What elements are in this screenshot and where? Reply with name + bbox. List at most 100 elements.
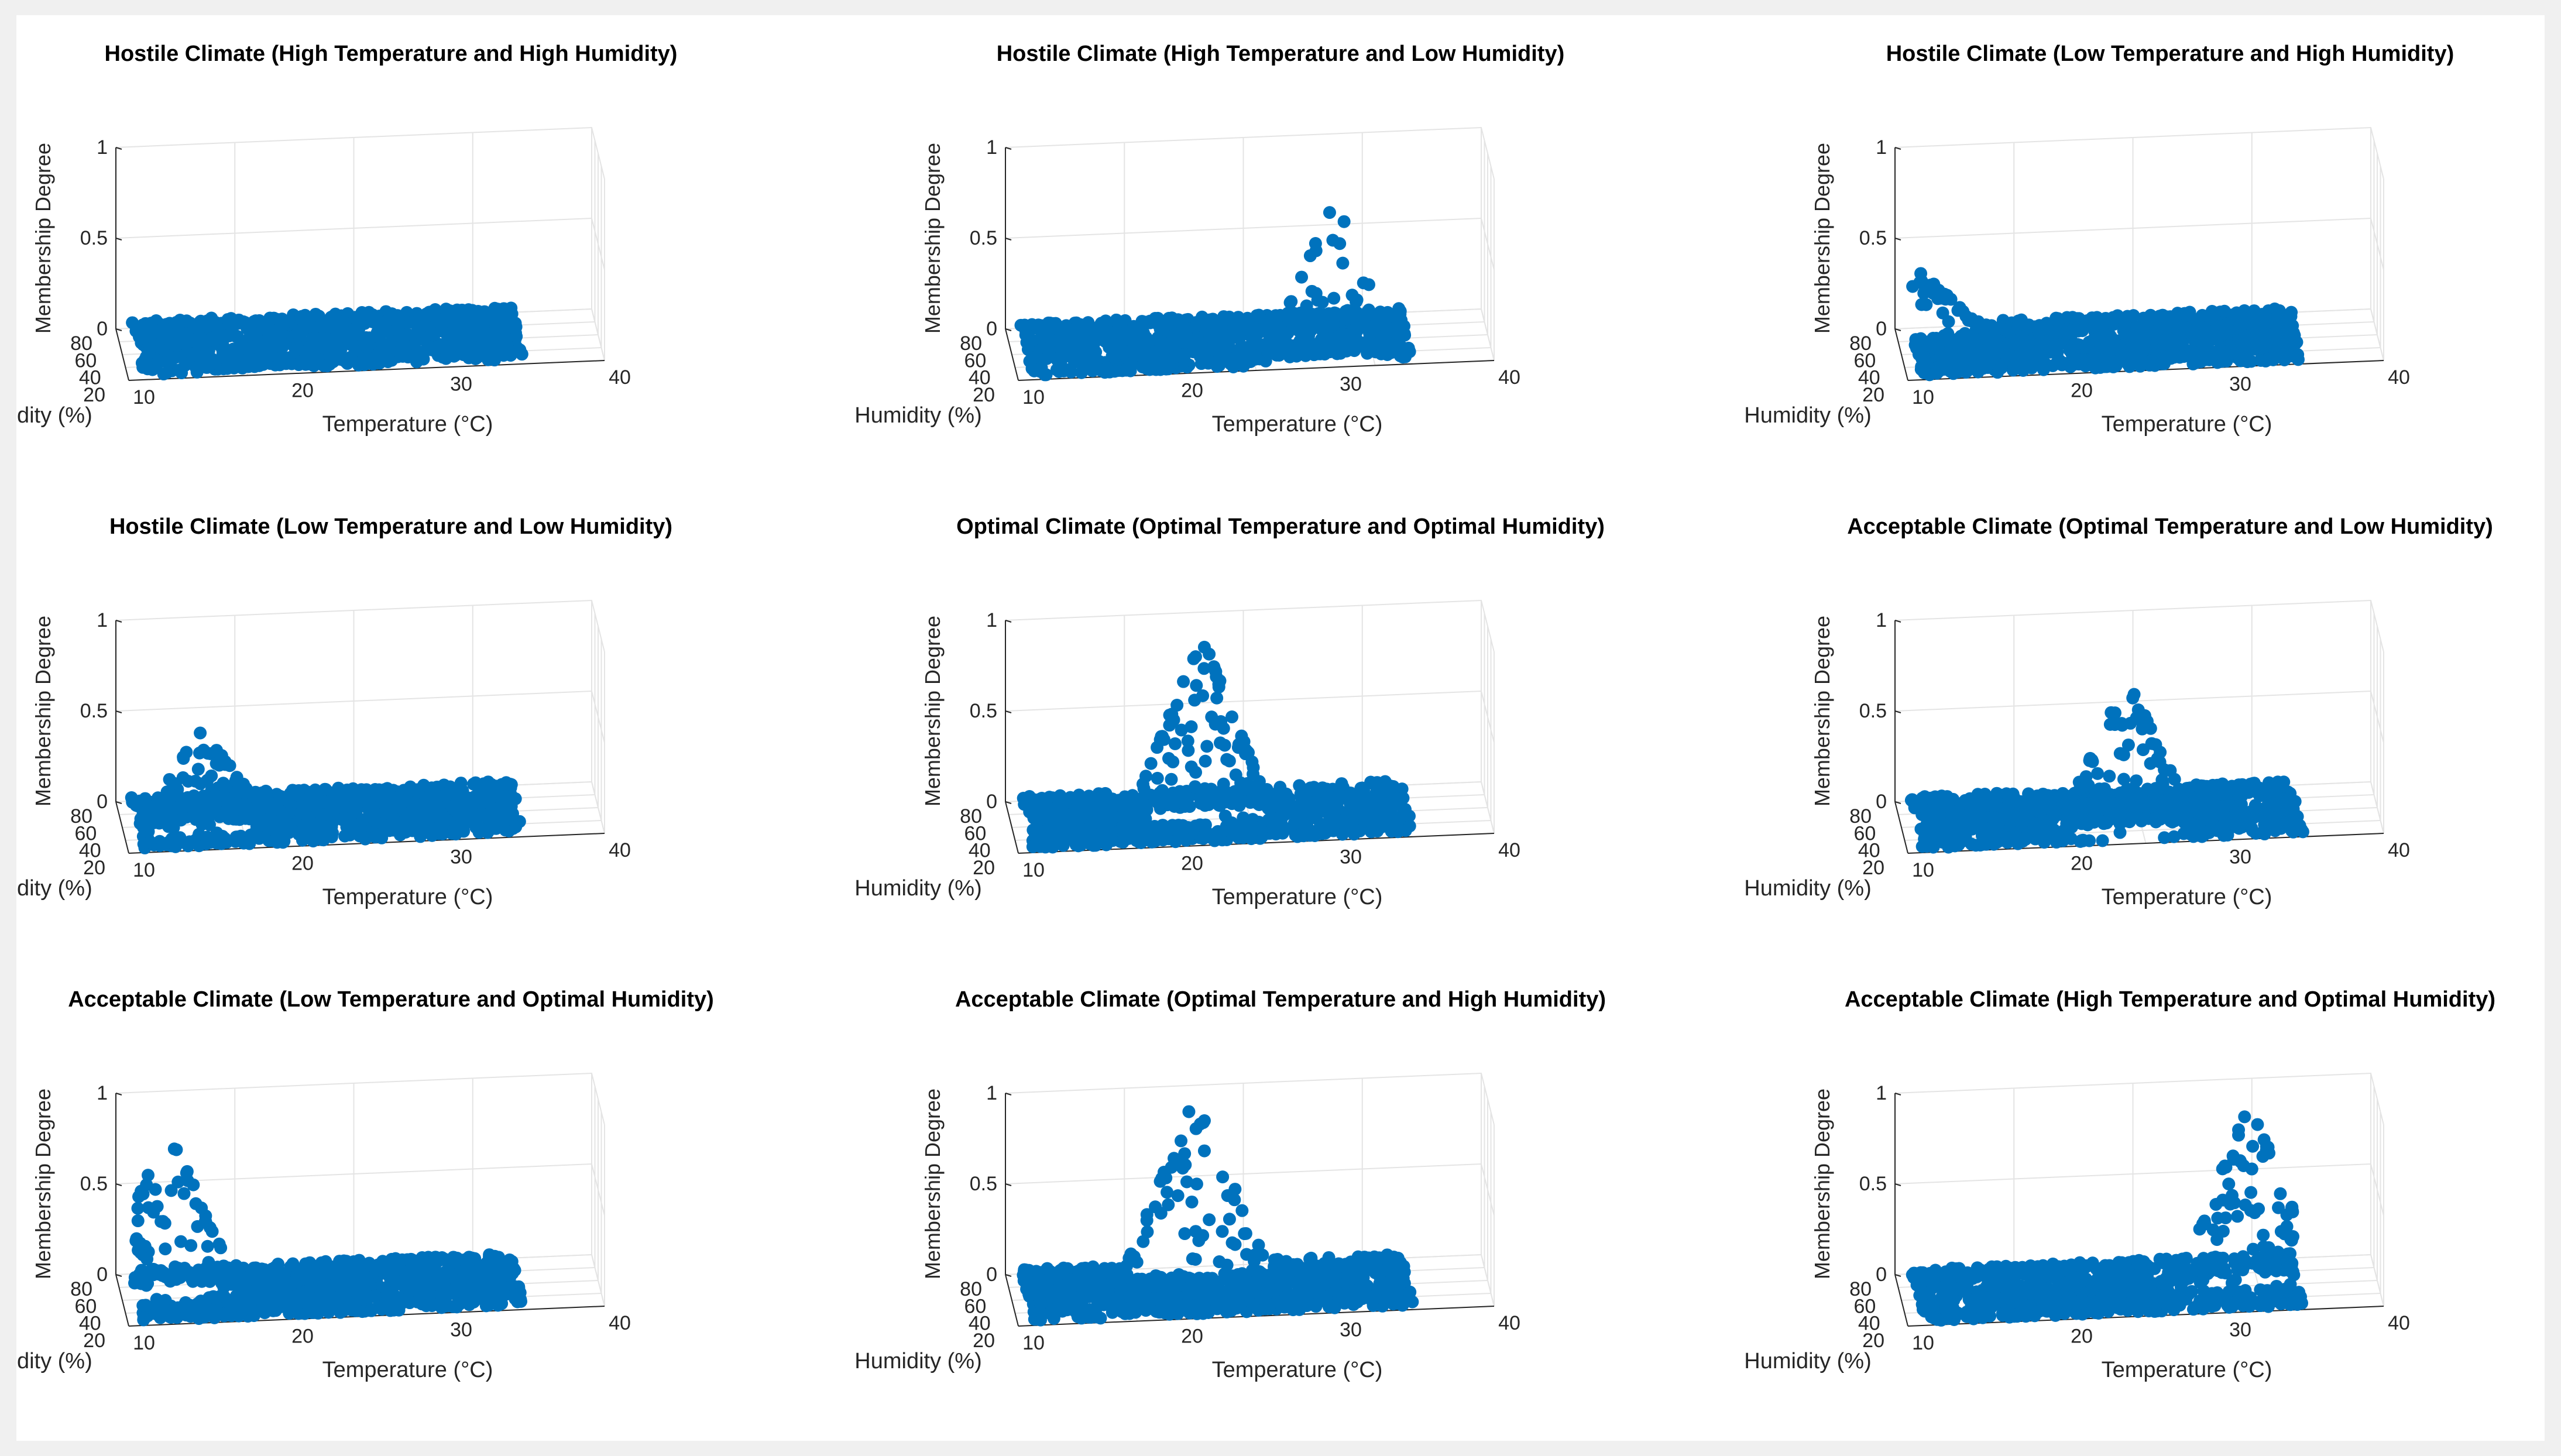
scatter-point [315,321,328,334]
subplot-title: Hostile Climate (High Temperature and Lo… [997,42,1565,66]
scatter-point [149,814,162,827]
scatter-point [1324,790,1337,803]
scatter-point [322,825,336,838]
scatter-point [1199,754,1212,768]
scatter-point [1923,283,1936,296]
scatter-point [1323,206,1336,219]
scatter-point [1360,793,1374,806]
scatter-point [1327,291,1341,305]
z-axis-label: Membership Degree [921,616,945,806]
scatter-point [1962,352,1976,366]
scatter-point [1140,803,1154,816]
z-tick-label: 1 [986,136,997,159]
scatter-point [1181,734,1194,748]
z-tick-label: 1 [97,609,108,631]
scatter-point [354,794,368,808]
scatter-point [489,803,502,816]
scatter-point [402,349,416,362]
scatter-point [1082,317,1096,331]
scatter-point [1287,806,1300,820]
scatter-point [1944,293,1958,306]
x-tick-label: 30 [450,846,472,868]
scatter-point [2143,328,2156,342]
scatter-point [429,825,442,838]
scatter-point [1210,360,1224,373]
scatter-point [2063,344,2076,357]
scatter-point [509,820,523,833]
scatter-point [1121,823,1134,836]
z-axis-label: Membership Degree [1810,143,1834,334]
scatter-point [191,763,205,776]
z-tick-label: 0.5 [80,227,108,249]
scatter-point [230,360,243,373]
scatter-point [2238,346,2251,359]
scatter-point [2194,355,2208,369]
scatter-point [1176,318,1189,332]
scatter-point [1049,822,1063,835]
scatter-point [173,836,186,850]
scatter-point [193,827,206,841]
scatter-point [1364,307,1377,321]
scatter-point [410,325,424,339]
scatter-points [125,726,526,854]
z-tick-label: 0 [1876,791,1887,813]
scatter-point [1087,839,1100,852]
scatter-point [1041,832,1055,845]
y-tick-label: 80 [70,332,92,355]
scatter-point [1266,800,1279,813]
scatter-point [248,315,261,328]
scatter-point [237,315,250,328]
scatter-point [1947,360,1961,374]
scatter-point [1245,755,1259,768]
scatter-point [2218,304,2232,318]
scatter-point [392,312,405,325]
scatter-point [2053,354,2066,368]
scatter-point [1994,361,2008,375]
scatter-point [1082,792,1095,806]
z-tick-label: 0.5 [970,700,997,722]
scatter-point [1305,806,1319,820]
x-tick-label: 40 [1498,366,1520,389]
scatter-point [1281,307,1295,320]
scatter-point [2050,311,2063,325]
scatter-point [188,774,202,788]
y-tick-label: 80 [960,332,982,355]
scatter-point [1399,808,1413,822]
scatter-point [486,337,499,351]
x-tick-label: 30 [2229,373,2251,395]
scatter-point [2103,328,2116,342]
scatter-point [2175,338,2189,351]
scatter-point [1972,315,1985,328]
scatter-point [335,317,348,330]
scatter-point [270,815,284,829]
scatter-point [1187,652,1200,665]
scatter-point [379,315,393,329]
z-tick-label: 0 [1876,318,1887,340]
scatter-point [496,344,509,357]
scatter-point [2255,341,2268,355]
scatter-point [475,792,488,805]
scatter-point [478,809,491,822]
scatter-point [1166,755,1180,768]
scatter-point [503,790,516,803]
scatter-point [194,336,207,350]
y-axis-label: Humidity (%) [1744,876,1871,901]
scatter-points [1904,688,2309,854]
z-tick-label: 0 [97,791,108,813]
scatter-point [291,327,304,340]
scatter-point [1209,717,1222,731]
scatter-point [170,315,183,329]
scatter-point [1225,710,1239,724]
scatter-point [2171,323,2185,336]
scatter-point [1235,740,1248,753]
scatter-point [1167,713,1180,727]
scatter-point [1210,320,1223,333]
scatter-point [170,351,183,364]
scatter-point [289,344,303,358]
z-tick-label: 1 [97,136,108,159]
scatter-point [267,311,280,325]
scatter-point [1976,345,1989,359]
